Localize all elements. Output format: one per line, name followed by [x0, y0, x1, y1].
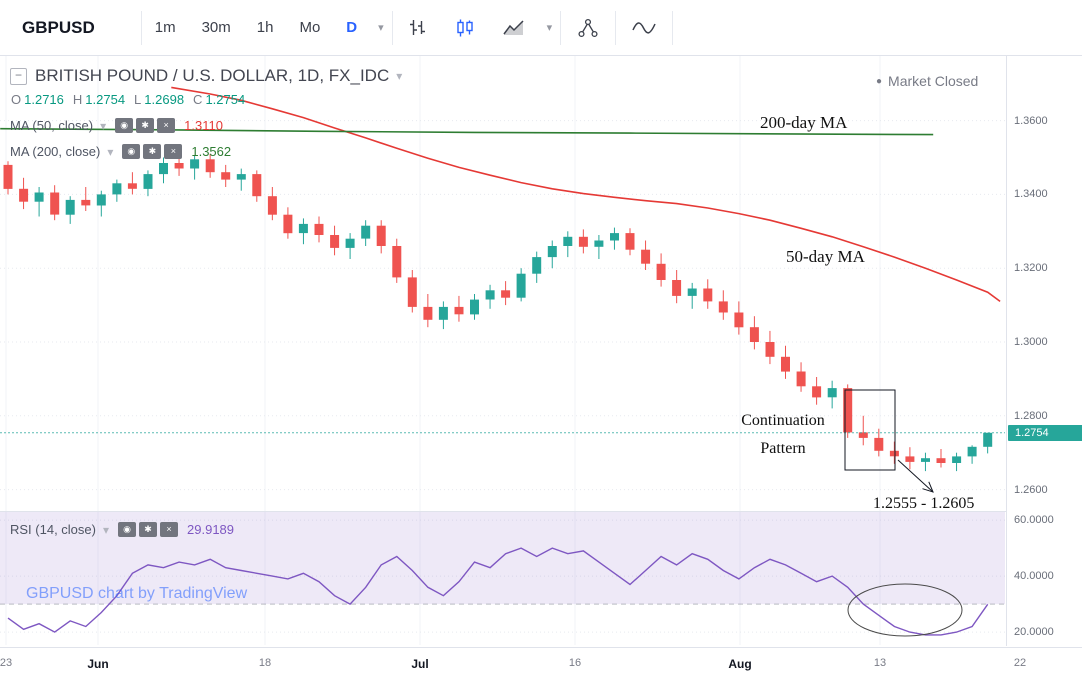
ma200-legend-row: MA (200, close) ▾ ◉ ✱ × 1.3562 — [10, 144, 402, 159]
interval-1m-button[interactable]: 1m — [154, 19, 176, 36]
market-status-text: Market Closed — [888, 73, 979, 89]
price-axis-label: 1.2800 — [1014, 409, 1048, 422]
symbol-title[interactable]: BRITISH POUND / U.S. DOLLAR, 1D, FX_IDC — [35, 66, 390, 85]
ma200-close-icon[interactable]: × — [164, 144, 183, 159]
high-label: H — [72, 92, 83, 107]
toolbar-divider — [615, 10, 617, 45]
time-axis-label: 23 — [0, 657, 13, 669]
close-label: C — [193, 92, 203, 107]
ma200-label[interactable]: MA (200, close) — [10, 144, 101, 159]
target-arrowhead — [922, 481, 934, 493]
gridlines — [0, 56, 1005, 645]
toolbar-divider — [391, 10, 393, 45]
rsi-axis-label: 20.0000 — [1014, 626, 1054, 639]
price-axis-label: 1.3200 — [1014, 262, 1048, 275]
ma200-value: 1.3562 — [191, 144, 232, 159]
rsi-line[interactable] — [7, 547, 989, 636]
close-value: 1.2754 — [205, 92, 246, 107]
time-axis[interactable]: 23 Jun 18 Jul 16 Aug 13 22 — [0, 647, 1082, 683]
target-arrow[interactable] — [897, 459, 934, 493]
candles-layer[interactable] — [3, 151, 993, 472]
last-price-badge: 1.2754 — [1008, 424, 1082, 441]
high-value: 1.2754 — [85, 92, 126, 107]
compare-symbol-icon[interactable] — [561, 16, 615, 40]
time-axis-label: 22 — [1013, 657, 1027, 669]
price-axis-label: 1.3400 — [1014, 188, 1048, 201]
area-chart-type-icon[interactable] — [489, 17, 539, 39]
pattern-box[interactable] — [844, 389, 896, 471]
interval-daily-button[interactable]: D — [346, 19, 358, 36]
title-chevron-down-icon[interactable]: ▾ — [396, 69, 403, 83]
ma50-settings-icon[interactable]: ✱ — [136, 118, 155, 133]
toolbar-divider — [140, 10, 142, 45]
time-axis-label: Jul — [411, 657, 429, 671]
low-label: L — [134, 92, 142, 107]
low-value: 1.2698 — [144, 92, 185, 107]
price-axis-label: 1.2600 — [1014, 483, 1048, 496]
toolbar-divider — [672, 10, 674, 45]
indicator-curve-icon[interactable] — [616, 17, 672, 39]
rsi-visibility-icon[interactable]: ◉ — [118, 522, 137, 537]
tradingview-watermark-link[interactable]: GBPUSD chart by TradingView — [26, 585, 248, 602]
ma50-value: 1.3110 — [184, 118, 223, 133]
rsi-axis-label: 60.0000 — [1014, 514, 1054, 527]
rsi-legend: RSI (14, close) ▾ ◉ ✱ × 29.9189 — [10, 522, 234, 537]
rsi-close-icon[interactable]: × — [160, 522, 179, 537]
top-toolbar: GBPUSD 1m 30m 1h Mo D ▾ ▾ — [0, 0, 1082, 56]
time-axis-label: 16 — [568, 657, 582, 669]
interval-chevron-down-icon[interactable]: ▾ — [378, 22, 384, 34]
interval-month-button[interactable]: Mo — [299, 19, 321, 36]
time-axis-label: Jun — [87, 657, 109, 671]
market-closed-dot-icon: ● — [876, 75, 883, 87]
rsi-axis-label: 40.0000 — [1014, 570, 1054, 583]
time-axis-label: 18 — [258, 657, 272, 669]
annotations-layer: 200-day MA 50-day MA Continuation Pattern 1.… — [741, 113, 974, 637]
market-status: ● Market Closed — [876, 73, 978, 89]
price-axis-label: 1.3000 — [1014, 335, 1048, 348]
main-legend: − BRITISH POUND / U.S. DOLLAR, 1D, FX_ID… — [10, 66, 402, 159]
chart-type-chevron-down-icon[interactable]: ▾ — [546, 22, 553, 34]
interval-1h-button[interactable]: 1h — [256, 19, 274, 36]
price-axis[interactable]: 1.2754 1.3600 1.3400 1.3200 1.3000 1.2800 1.2… — [1006, 56, 1082, 646]
open-label: O — [11, 92, 22, 107]
rsi-oversold-ellipse[interactable] — [847, 583, 963, 637]
toolbar-divider — [560, 10, 562, 45]
continuation-annotation-line1: Continuation — [741, 412, 825, 429]
ma200-chevron-down-icon[interactable]: ▾ — [107, 144, 114, 159]
ma50-close-icon[interactable]: × — [157, 118, 176, 133]
ma50-visibility-icon[interactable]: ◉ — [115, 118, 134, 133]
legend-collapse-button[interactable]: − — [10, 67, 27, 85]
interval-30m-button[interactable]: 30m — [201, 19, 231, 36]
continuation-annotation-line2: Pattern — [760, 440, 805, 457]
rsi-value: 29.9189 — [187, 522, 235, 537]
candles-chart-type-icon[interactable] — [441, 17, 489, 39]
ma200-visibility-icon[interactable]: ◉ — [122, 144, 141, 159]
rsi-label[interactable]: RSI (14, close) — [10, 522, 96, 537]
ma50-label[interactable]: MA (50, close) — [10, 118, 94, 133]
ma50-chevron-down-icon[interactable]: ▾ — [100, 118, 107, 133]
ma200-annotation-label: 200-day MA — [760, 113, 848, 132]
bars-chart-type-icon[interactable] — [393, 17, 441, 39]
symbol-button[interactable]: GBPUSD — [22, 17, 95, 37]
ma50-legend-row: MA (50, close) ▾ ◉ ✱ × 1.3110 — [10, 118, 402, 133]
open-value: 1.2716 — [24, 92, 64, 107]
pane-separator[interactable] — [0, 511, 1082, 512]
price-axis-label: 1.3600 — [1014, 114, 1048, 127]
rsi-settings-icon[interactable]: ✱ — [139, 522, 158, 537]
ohlc-row: O 1.2716 H 1.2754 L 1.2698 C 1.2754 — [11, 92, 402, 107]
ma50-line[interactable] — [171, 86, 1001, 303]
target-range-annotation: 1.2555 - 1.2605 — [873, 495, 974, 512]
time-axis-label: 13 — [873, 657, 887, 669]
rsi-chevron-down-icon[interactable]: ▾ — [102, 522, 110, 537]
ma200-settings-icon[interactable]: ✱ — [143, 144, 162, 159]
time-axis-label: Aug — [728, 657, 752, 671]
ma50-annotation-label: 50-day MA — [786, 247, 866, 266]
